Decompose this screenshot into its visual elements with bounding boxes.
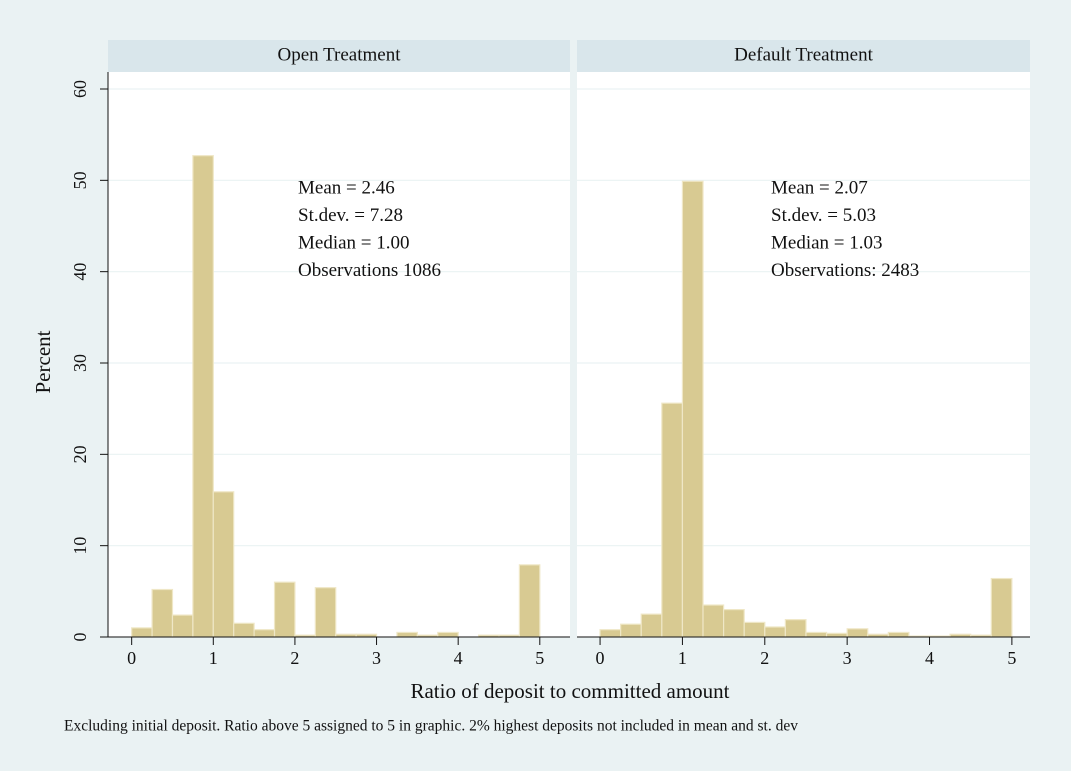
bar: [273, 581, 296, 638]
bar: [599, 629, 622, 638]
bar: [805, 631, 828, 638]
plot-area: [577, 72, 1030, 637]
annotation: Observations 1086: [298, 260, 441, 281]
y-tick-label: 0: [70, 633, 90, 642]
bar: [212, 491, 235, 638]
x-tick-label: 1: [209, 648, 218, 668]
x-axis-label: Ratio of deposit to committed amount: [410, 679, 729, 703]
bar: [233, 622, 255, 638]
x-tick-label: 2: [760, 648, 769, 668]
bar: [743, 621, 766, 638]
y-tick-label: 40: [70, 263, 90, 281]
x-tick-label: 0: [596, 648, 605, 668]
x-tick-label: 0: [127, 648, 136, 668]
y-tick-label: 10: [70, 537, 90, 555]
bar: [151, 588, 174, 638]
y-tick-label: 60: [70, 80, 90, 98]
bar: [661, 402, 684, 638]
plot-area: [108, 72, 570, 637]
bar: [825, 632, 848, 638]
bar: [681, 180, 704, 638]
bar: [253, 629, 276, 638]
panel-title: Default Treatment: [734, 44, 874, 65]
bar: [764, 626, 786, 638]
x-tick-label: 4: [454, 648, 463, 668]
x-tick-label: 5: [535, 648, 544, 668]
bar: [846, 628, 869, 638]
bar: [518, 564, 541, 638]
y-tick-label: 30: [70, 354, 90, 372]
bar: [192, 155, 214, 638]
bar: [620, 623, 642, 638]
x-tick-label: 5: [1007, 648, 1016, 668]
annotation: St.dev. = 5.03: [771, 205, 876, 226]
panel-header: [108, 40, 570, 72]
bar: [314, 587, 337, 638]
annotation: St.dev. = 7.28: [298, 205, 403, 226]
bar: [131, 627, 153, 638]
annotation: Mean = 2.07: [771, 177, 868, 198]
annotation: Median = 1.03: [771, 232, 883, 253]
y-tick-label: 50: [70, 171, 90, 189]
x-tick-label: 4: [925, 648, 934, 668]
y-axis-label: Percent: [31, 330, 55, 393]
x-tick-label: 2: [290, 648, 299, 668]
annotation: Observations: 2483: [771, 260, 919, 281]
bar: [990, 577, 1013, 638]
bar: [723, 608, 745, 638]
panel-title: Open Treatment: [278, 44, 402, 65]
bar: [437, 631, 459, 638]
bar: [887, 631, 910, 638]
annotation: Mean = 2.46: [298, 177, 395, 198]
x-tick-label: 3: [372, 648, 381, 668]
bar: [784, 619, 807, 638]
bar: [396, 631, 418, 638]
x-tick-label: 3: [843, 648, 852, 668]
bar: [640, 613, 663, 638]
x-tick-label: 1: [678, 648, 687, 668]
annotation: Median = 1.00: [298, 232, 410, 253]
bar: [171, 614, 194, 638]
bar: [702, 604, 725, 638]
panel-header: [577, 40, 1030, 72]
note: Excluding initial deposit. Ratio above 5…: [64, 718, 798, 735]
y-tick-label: 20: [70, 445, 90, 463]
